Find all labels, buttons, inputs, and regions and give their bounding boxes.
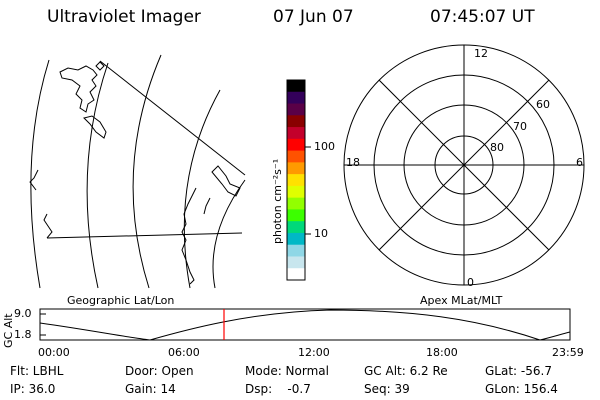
coastline [43,213,53,239]
geographic-map [29,54,246,289]
altitude-ytick-9: 9.0 [14,307,32,320]
colorbar [286,79,311,281]
map-lat-arc [132,54,162,289]
altitude-curve [39,309,571,341]
polar-lat-label-80: 80 [490,141,504,154]
altitude-ytick-1: 1.8 [14,328,32,341]
door-readout: Door: Open [125,364,194,378]
colorbar-cell [287,244,305,258]
map-lat-arc [86,62,109,289]
colorbar-cell [287,150,305,163]
dsp-readout: Dsp: -0.7 [245,382,311,396]
colorbar-cell [287,91,305,105]
altitude-plot-frame [39,308,571,341]
colorbar-cell [287,268,305,281]
colorbar-unit-label: photon cm⁻²s⁻¹ [271,158,284,244]
coastline [29,169,39,191]
colorbar-cell [287,221,305,234]
polar-label-18: 18 [346,156,360,169]
coastline [95,61,105,71]
apex-panel-label: Apex MLat/MLT [420,294,503,307]
glon-readout: GLon: 156.4 [485,382,558,396]
colorbar-cell [287,138,305,152]
time-tick-0600: 06:00 [168,346,200,359]
map-lat-arc [30,59,50,289]
colorbar-cell [287,209,305,222]
colorbar-cell [287,256,305,269]
polar-label-0: 0 [467,276,474,289]
time-label: 07:45:07 UT [430,7,535,27]
coastline [211,165,241,197]
map-lat-arc [183,89,221,289]
colorbar-cell [287,80,305,93]
colorbar-cell [287,185,305,199]
colorbar-cell [287,232,305,246]
coastline [83,115,107,139]
mode-readout: Mode: Normal [245,364,329,378]
time-tick-1200: 12:00 [298,346,330,359]
seq-readout: Seq: 39 [364,382,410,396]
colorbar-frame [286,79,306,281]
colorbar-cell [287,197,305,211]
colorbar-cell [287,162,305,175]
colorbar-tick-label-10: 10 [314,227,328,240]
colorbar-cell [287,115,305,128]
geo-panel-label: Geographic Lat/Lon [67,294,175,307]
coastline [181,187,197,285]
polar-label-12: 12 [474,47,488,60]
colorbar-cell [287,103,305,116]
colorbar-cells [287,80,305,281]
colorbar-cell [287,127,305,140]
map-lat-arc [212,179,246,289]
polar-diagonal [378,79,550,251]
polar-label-6: 6 [576,156,583,169]
time-tick-1800: 18:00 [426,346,458,359]
coastline [59,65,98,113]
altitude-plot [39,308,571,341]
gain-readout: Gain: 14 [125,382,176,396]
time-tick-2359: 23:59 [552,346,584,359]
map-meridian [46,232,243,239]
coastline [203,197,211,215]
filter-readout: Flt: LBHL [10,364,64,378]
date-label: 07 Jun 07 [273,7,354,27]
polar-lat-label-70: 70 [513,120,527,133]
gc-alt-readout: GC Alt: 6.2 Re [364,364,448,378]
ip-readout: IP: 36.0 [10,382,56,396]
time-tick-0000: 00:00 [38,346,70,359]
glat-readout: GLat: -56.7 [485,364,552,378]
colorbar-tick-label-100: 100 [314,140,335,153]
polar-lat-label-60: 60 [536,98,550,111]
colorbar-cell [287,174,305,187]
polar-plot [343,44,585,286]
map-meridian [99,60,246,176]
instrument-title: Ultraviolet Imager [47,7,201,27]
